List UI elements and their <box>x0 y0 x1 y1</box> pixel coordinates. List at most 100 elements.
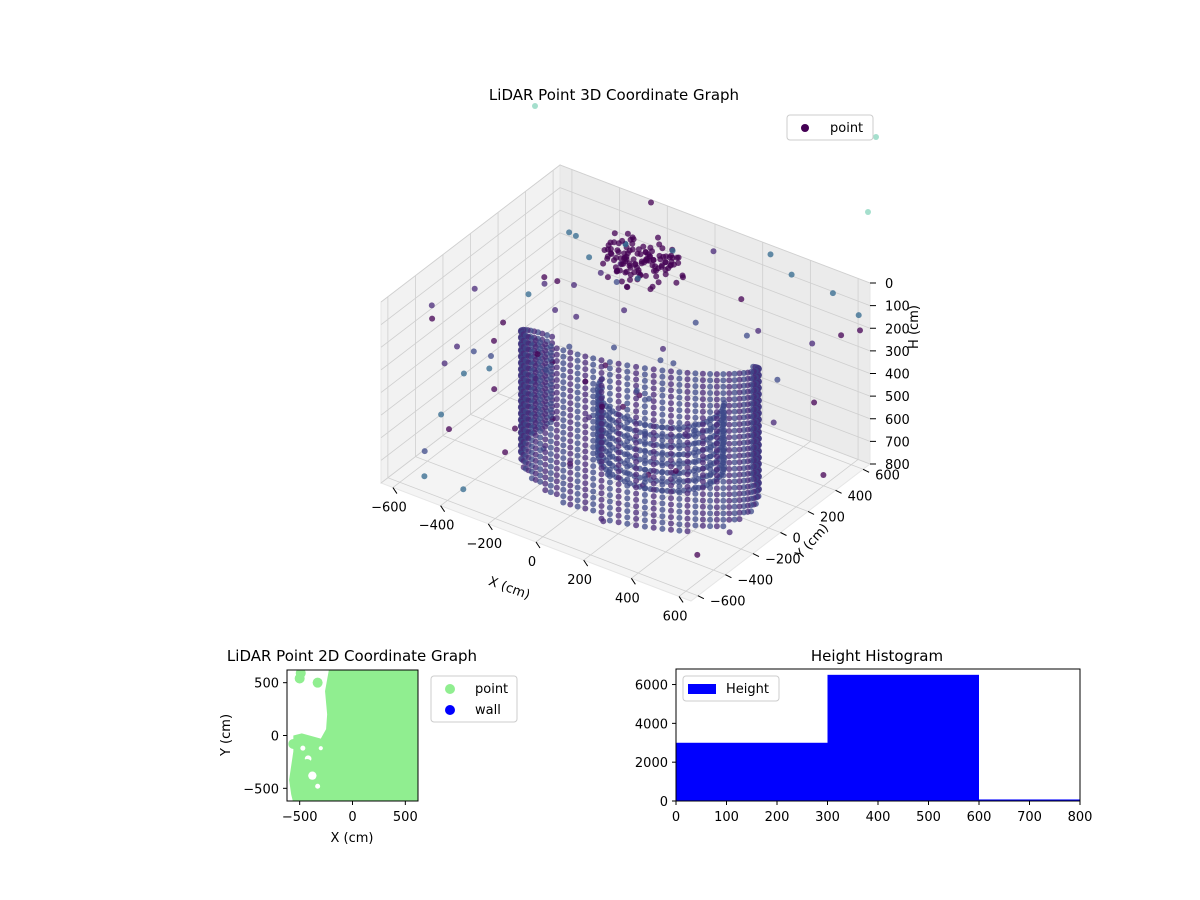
data-point <box>574 503 581 510</box>
gap <box>315 783 321 789</box>
data-point <box>767 251 774 258</box>
data-point <box>537 371 544 378</box>
data-point <box>707 383 714 390</box>
data-point <box>731 459 738 466</box>
data-point <box>692 516 699 523</box>
tick-mark-x <box>487 523 493 531</box>
data-point <box>736 497 743 504</box>
data-point <box>731 434 738 441</box>
tick-label-z: 400 <box>885 368 910 383</box>
data-point <box>560 423 567 430</box>
data-point <box>547 463 554 470</box>
data-point <box>659 399 666 406</box>
data-point <box>606 359 613 366</box>
data-point <box>684 439 691 446</box>
data-point <box>684 471 691 478</box>
data-point <box>659 513 666 520</box>
data-point <box>736 452 743 459</box>
data-point <box>811 399 818 406</box>
data-point <box>429 315 436 322</box>
tick-label-z: 0 <box>885 277 893 292</box>
data-point <box>659 430 666 437</box>
data-point <box>553 345 560 352</box>
data-point <box>633 509 640 516</box>
data-point <box>676 413 683 420</box>
data-point <box>713 377 720 384</box>
data-point <box>673 279 680 286</box>
data-point <box>650 429 657 436</box>
data-point <box>537 390 544 397</box>
data-point <box>692 471 699 478</box>
data-point <box>590 374 597 381</box>
data-point <box>650 379 657 386</box>
histogram-bar <box>676 742 828 801</box>
data-point <box>692 389 699 396</box>
data-point <box>692 503 699 510</box>
data-point <box>707 415 714 422</box>
data-point <box>699 434 706 441</box>
data-point <box>668 482 674 489</box>
data-point <box>684 452 691 459</box>
data-point <box>650 417 657 424</box>
data-point <box>736 478 743 485</box>
data-point <box>707 485 714 491</box>
data-point <box>740 395 747 402</box>
data-point <box>542 398 549 405</box>
data-point <box>707 434 714 441</box>
data-point <box>624 514 631 521</box>
data-point <box>707 510 714 517</box>
data-point <box>707 440 714 447</box>
data-point <box>438 411 445 418</box>
data-point <box>606 403 613 410</box>
data-point <box>641 447 648 454</box>
data-point <box>421 473 428 480</box>
data-point <box>684 477 691 484</box>
data-point <box>633 522 640 529</box>
data-point <box>726 396 733 403</box>
data-point <box>547 375 554 381</box>
data-point <box>699 453 706 460</box>
tick-label-y: 400 <box>848 489 873 504</box>
data-point <box>606 485 613 492</box>
data-point <box>731 516 738 523</box>
data-point <box>582 467 589 474</box>
data-point <box>726 478 733 485</box>
data-point <box>720 453 727 460</box>
data-point <box>547 349 554 356</box>
chart-2d-legend: point wall <box>430 675 518 723</box>
data-point <box>740 376 747 383</box>
tick-label-x: 400 <box>866 810 891 825</box>
data-point <box>582 480 589 487</box>
data-point <box>707 523 714 530</box>
tick-label-y: −200 <box>765 553 801 568</box>
data-point <box>641 479 648 486</box>
data-point <box>713 402 720 409</box>
tick-mark-y <box>752 553 760 558</box>
data-point <box>567 444 574 451</box>
data-point <box>740 496 747 503</box>
data-point <box>650 404 657 411</box>
data-point <box>601 247 608 253</box>
chart-2d-title: LiDAR Point 2D Coordinate Graph <box>227 647 477 665</box>
data-point <box>726 409 733 415</box>
data-point <box>582 473 589 480</box>
data-point <box>656 241 663 248</box>
chart-2d-plot: −500 0 500 −500 0 500 <box>243 669 419 825</box>
data-point <box>731 377 738 384</box>
data-point <box>713 421 720 428</box>
data-point <box>713 383 720 390</box>
data-point <box>590 494 597 501</box>
data-point <box>736 490 743 497</box>
data-point <box>726 390 733 396</box>
chart-3d-legend-label: point <box>830 121 863 136</box>
data-point <box>606 504 613 511</box>
data-point <box>542 423 549 430</box>
data-point <box>809 340 816 347</box>
data-point <box>726 421 733 428</box>
data-point <box>731 503 738 510</box>
data-point <box>534 351 541 358</box>
data-point <box>574 446 581 453</box>
data-point <box>637 251 644 258</box>
point-mass <box>289 670 418 801</box>
data-point <box>692 427 699 434</box>
